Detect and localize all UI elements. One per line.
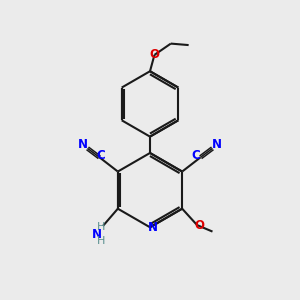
Text: O: O bbox=[194, 219, 204, 232]
Text: C: C bbox=[96, 149, 105, 162]
Text: C: C bbox=[192, 149, 200, 162]
Text: H: H bbox=[96, 236, 105, 246]
Text: N: N bbox=[92, 228, 102, 241]
Text: N: N bbox=[147, 221, 158, 234]
Text: O: O bbox=[149, 48, 160, 62]
Text: N: N bbox=[78, 138, 88, 151]
Text: N: N bbox=[212, 138, 222, 151]
Text: H: H bbox=[96, 222, 105, 233]
